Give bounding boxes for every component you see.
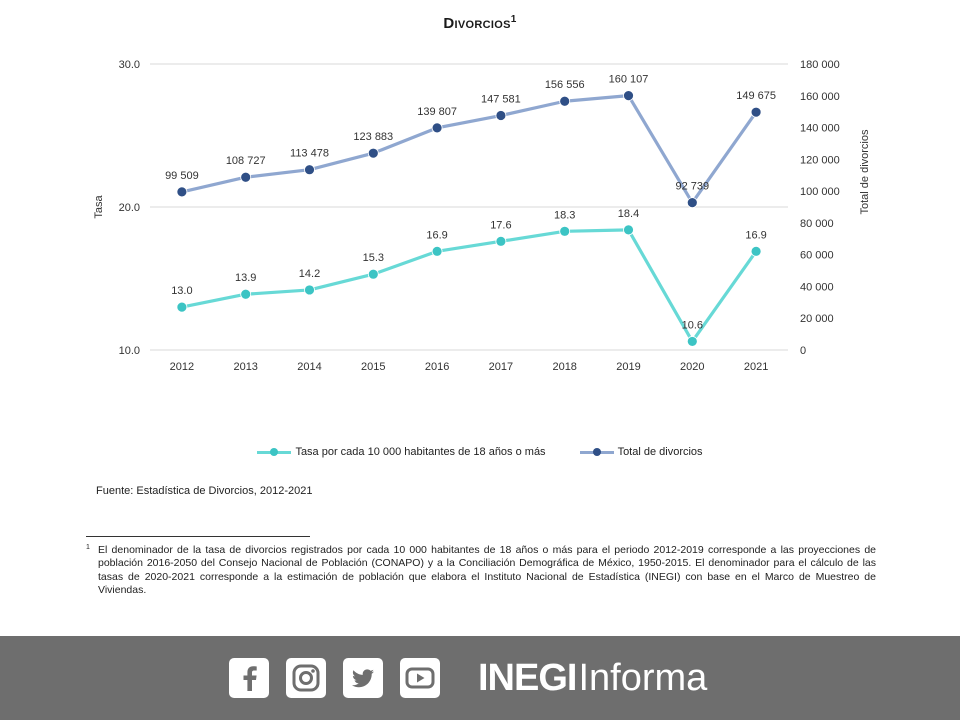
y-tick-right: 40 000 — [800, 281, 834, 293]
data-label: 14.2 — [299, 268, 320, 280]
y-axis-title-right: Total de divorcios — [859, 129, 871, 214]
data-point — [176, 301, 188, 313]
source-note: Fuente: Estadística de Divorcios, 2012-2… — [96, 485, 313, 497]
footnote: 1 El denominador de la tasa de divorcios… — [86, 544, 876, 597]
data-label: 13.9 — [235, 272, 256, 284]
footer-bar: INEGI Informa — [0, 636, 960, 720]
x-tick: 2021 — [744, 361, 768, 373]
y-tick-right: 20 000 — [800, 313, 834, 325]
y-axis-title-left: Tasa — [93, 195, 105, 219]
legend-swatch-total — [579, 448, 614, 456]
data-point — [559, 225, 571, 237]
data-label: 147 581 — [481, 94, 521, 106]
data-point — [750, 245, 762, 257]
inegi-informa-logo: INEGI Informa — [478, 656, 708, 699]
data-point — [304, 284, 315, 296]
data-label: 108 727 — [226, 155, 266, 167]
legend: Tasa por cada 10 000 habitantes de 18 añ… — [0, 446, 960, 458]
x-tick: 2020 — [680, 361, 704, 373]
data-label: 17.6 — [490, 219, 511, 231]
data-point — [240, 288, 252, 300]
data-point — [431, 245, 443, 257]
data-point — [495, 235, 507, 247]
data-label: 149 675 — [736, 90, 776, 102]
series-line — [181, 94, 758, 205]
y-tick-right: 80 000 — [800, 218, 834, 230]
data-point — [623, 224, 634, 236]
data-point — [367, 147, 379, 159]
data-point — [240, 171, 252, 183]
x-tick: 2014 — [297, 361, 321, 373]
data-label: 139 807 — [417, 106, 457, 118]
footnote-text: El denominador de la tasa de divorcios r… — [98, 544, 876, 596]
data-label: 13.0 — [171, 285, 192, 297]
data-label: 16.9 — [745, 229, 766, 241]
y-tick-right: 140 000 — [800, 123, 840, 135]
data-point — [304, 164, 315, 176]
legend-label-total: Total de divorcios — [617, 446, 703, 458]
data-label: 160 107 — [609, 74, 649, 86]
y-tick-left: 10.0 — [119, 345, 140, 357]
x-tick: 2019 — [616, 361, 640, 373]
data-point — [686, 336, 698, 347]
data-point — [686, 197, 698, 209]
x-tick: 2017 — [489, 361, 513, 373]
legend-item-tasa: Tasa por cada 10 000 habitantes de 18 añ… — [257, 446, 546, 458]
x-tick: 2016 — [425, 361, 449, 373]
data-point — [431, 122, 443, 134]
y-tick-right: 60 000 — [800, 250, 834, 262]
legend-item-total: Total de divorcios — [579, 446, 703, 458]
data-label: 15.3 — [363, 252, 384, 264]
data-label: 92 739 — [675, 181, 709, 193]
data-label: 156 556 — [545, 79, 585, 91]
y-tick-left: 20.0 — [119, 202, 140, 214]
data-label: 16.9 — [426, 229, 447, 241]
data-point — [367, 268, 379, 280]
data-label: 18.3 — [554, 209, 575, 221]
y-tick-right: 100 000 — [800, 186, 840, 198]
footnote-mark: 1 — [86, 544, 90, 551]
y-tick-right: 0 — [800, 345, 806, 357]
twitter-icon[interactable] — [343, 658, 383, 698]
y-tick-left: 30.0 — [119, 59, 140, 71]
data-point — [176, 186, 188, 198]
data-point — [623, 90, 634, 102]
line-chart: 10.0 20.0 30.0 0 20 000 40 000 60 000 80 000 100… — [93, 59, 871, 373]
social-links — [229, 658, 440, 698]
y-tick-right: 180 000 — [800, 59, 840, 71]
data-label: 113 478 — [290, 148, 329, 160]
youtube-icon[interactable] — [400, 658, 440, 698]
data-point — [750, 106, 762, 118]
data-label: 99 509 — [165, 170, 199, 182]
y-tick-right: 160 000 — [800, 91, 840, 103]
legend-label-tasa: Tasa por cada 10 000 habitantes de 18 añ… — [295, 446, 546, 458]
series-line — [181, 228, 758, 344]
data-point — [559, 95, 571, 107]
x-tick: 2013 — [233, 361, 257, 373]
chart-title: Divorcios1 — [443, 14, 517, 32]
data-label: 10.6 — [682, 319, 703, 331]
facebook-icon[interactable] — [229, 658, 269, 698]
x-tick: 2015 — [361, 361, 385, 373]
data-label: 18.4 — [618, 208, 639, 220]
footnote-divider — [86, 536, 310, 537]
x-tick: 2012 — [170, 361, 194, 373]
legend-swatch-tasa — [257, 448, 292, 456]
y-tick-right: 120 000 — [800, 154, 840, 166]
instagram-icon[interactable] — [286, 658, 326, 698]
data-point — [495, 110, 507, 121]
data-label: 123 883 — [353, 131, 393, 143]
x-tick: 2018 — [552, 361, 576, 373]
